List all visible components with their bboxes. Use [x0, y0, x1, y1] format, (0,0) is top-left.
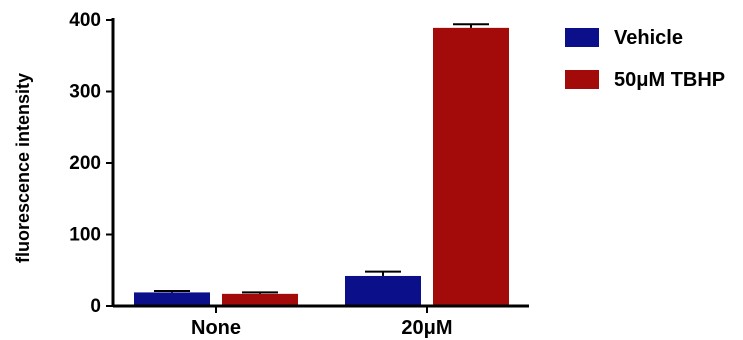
- plot-area: [134, 23, 509, 307]
- bar-0-0: [134, 292, 210, 306]
- y-tick-label-100: 100: [69, 225, 101, 246]
- x-category-label-0: None: [191, 317, 241, 339]
- y-tick-label-300: 300: [69, 82, 101, 103]
- y-tick-label-0: 0: [90, 296, 101, 317]
- axes: 0 100 200 300 400 None 20μM: [69, 10, 529, 339]
- y-tick-label-200: 200: [69, 153, 101, 174]
- legend-label-1: 50μM TBHP: [614, 69, 725, 91]
- y-tick-label-400: 400: [69, 10, 101, 31]
- bar-1-0: [345, 275, 421, 306]
- legend: Vehicle 50μM TBHP: [565, 27, 725, 91]
- legend-swatch-1: [565, 70, 599, 89]
- y-axis-label: fluorescence intensity: [13, 73, 33, 263]
- bar-0-1: [222, 293, 298, 306]
- legend-label-0: Vehicle: [614, 27, 683, 49]
- x-category-label-1: 20μM: [401, 317, 452, 339]
- bar-1-1: [433, 27, 509, 307]
- legend-swatch-0: [565, 28, 599, 47]
